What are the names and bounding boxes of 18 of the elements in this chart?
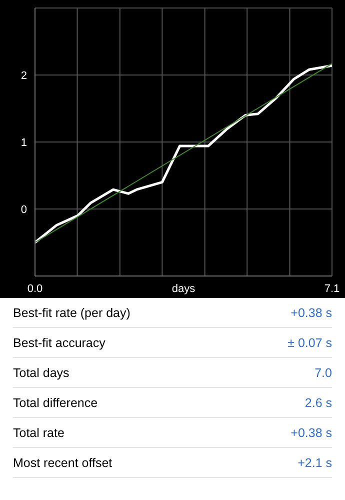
text: 7.0 bbox=[314, 366, 332, 380]
text: 2.6 s bbox=[304, 396, 332, 410]
text: +0.38 s bbox=[290, 426, 332, 440]
y-tick-label: 2 bbox=[20, 70, 27, 82]
text: Total difference bbox=[13, 396, 98, 410]
text: Most recent offset bbox=[13, 456, 112, 470]
text: Total rate bbox=[13, 426, 64, 440]
x-tick-label: 0.0 bbox=[27, 282, 43, 295]
y-tick-label: 0 bbox=[20, 204, 27, 216]
text: ± 0.07 s bbox=[288, 336, 332, 350]
text: +0.38 s bbox=[290, 306, 332, 320]
text: Best-fit rate (per day) bbox=[13, 306, 130, 320]
text: Total days bbox=[13, 366, 70, 380]
x-axis-title: days bbox=[172, 283, 196, 295]
text: Best-fit accuracy bbox=[13, 336, 106, 350]
y-tick-label: 1 bbox=[20, 136, 27, 149]
text: +2.1 s bbox=[298, 456, 332, 470]
x-tick-label: 7.1 bbox=[324, 282, 340, 295]
